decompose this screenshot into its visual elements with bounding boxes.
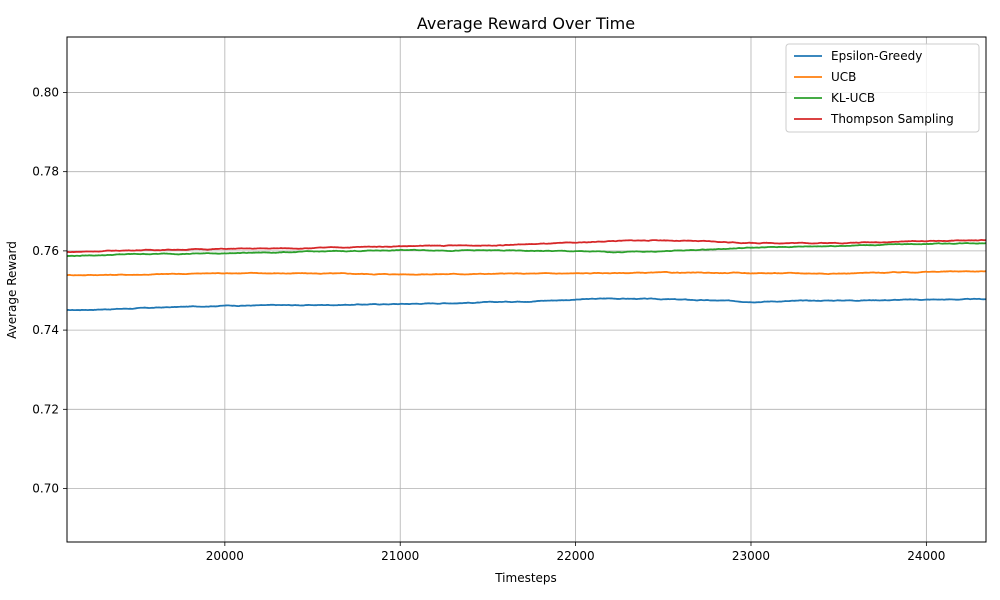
x-tick-label: 24000 xyxy=(907,549,945,563)
x-axis-label: Timesteps xyxy=(494,571,557,585)
chart-title: Average Reward Over Time xyxy=(417,14,635,33)
series-line-kl-ucb xyxy=(67,242,986,257)
legend: Epsilon-Greedy UCB KL-UCB Thompson Sampling xyxy=(785,43,980,133)
legend-label: Thompson Sampling xyxy=(830,112,954,126)
y-tick-label: 0.78 xyxy=(32,165,59,179)
y-tick-label: 0.74 xyxy=(32,323,59,337)
plot-frame xyxy=(66,36,987,543)
legend-label: UCB xyxy=(831,70,856,84)
x-tick-label: 20000 xyxy=(206,549,244,563)
legend-label: Epsilon-Greedy xyxy=(831,49,922,63)
legend-box xyxy=(785,43,980,133)
axis-ticks: 20000 21000 22000 23000 24000 0.70 0.72 0.74 0.7… xyxy=(32,85,945,563)
series-line-epsilon-greedy xyxy=(67,297,986,312)
x-tick-label: 23000 xyxy=(732,549,770,563)
x-tick-label: 22000 xyxy=(557,549,595,563)
y-tick-label: 0.76 xyxy=(32,244,59,258)
series-line-ucb xyxy=(67,270,986,277)
series-lines xyxy=(67,239,986,312)
y-tick-label: 0.80 xyxy=(32,85,59,99)
x-tick-label: 21000 xyxy=(381,549,419,563)
y-axis-label: Average Reward xyxy=(5,241,19,339)
series-line-thompson-sampling xyxy=(67,239,986,254)
y-tick-label: 0.72 xyxy=(32,402,59,416)
y-tick-label: 0.70 xyxy=(32,482,59,496)
legend-label: KL-UCB xyxy=(831,91,875,105)
